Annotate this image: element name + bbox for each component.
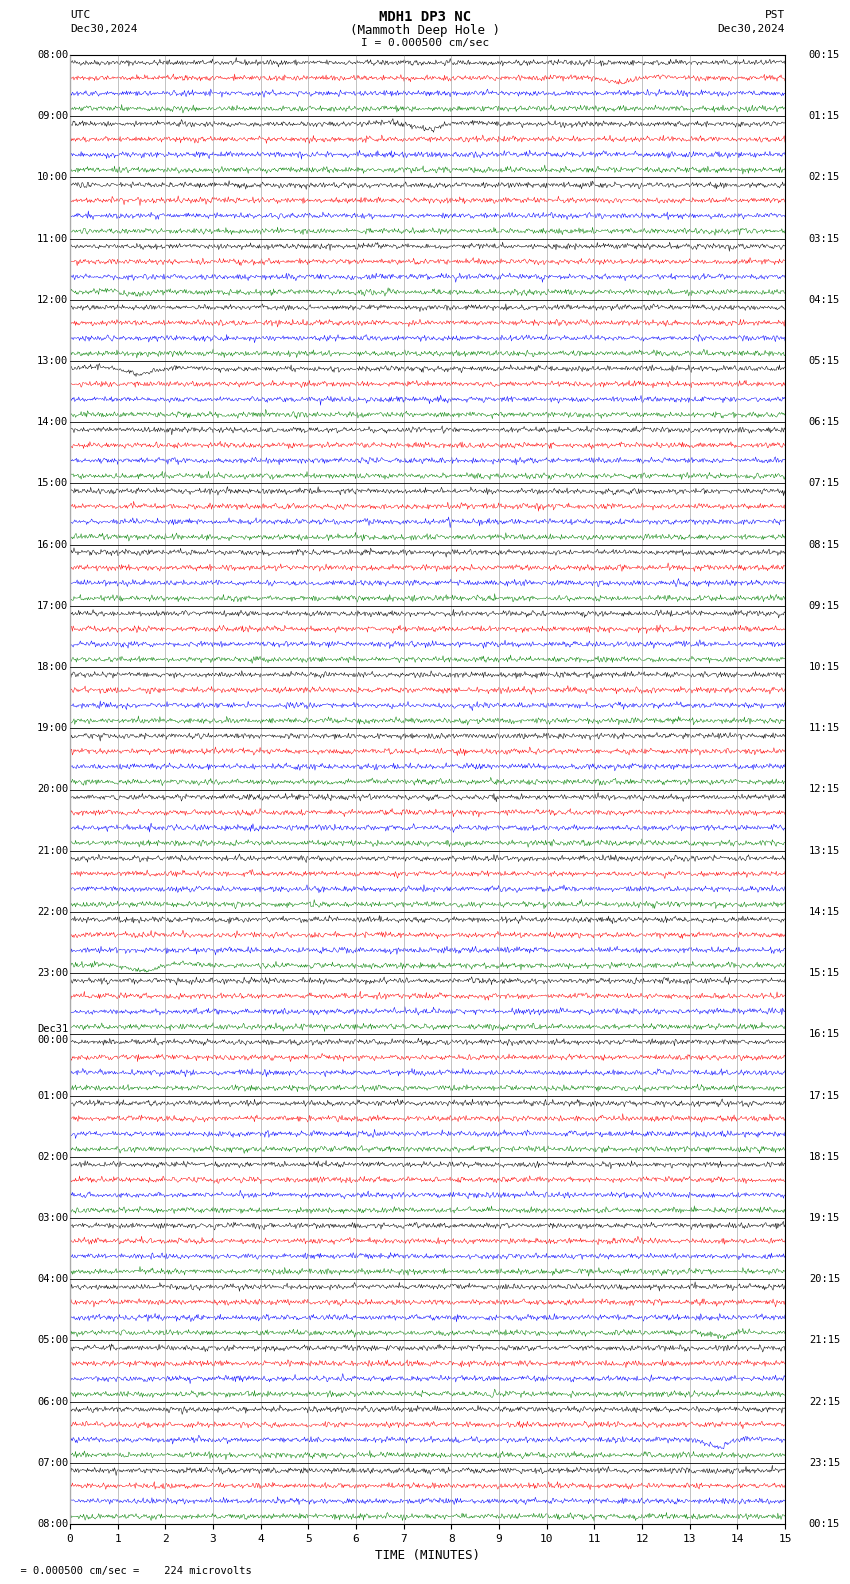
Text: 12:15: 12:15 xyxy=(809,784,840,795)
Text: 11:15: 11:15 xyxy=(809,724,840,733)
Text: 20:00: 20:00 xyxy=(37,784,68,795)
Text: 03:15: 03:15 xyxy=(809,233,840,244)
Text: MDH1 DP3 NC: MDH1 DP3 NC xyxy=(379,10,471,24)
Text: 05:15: 05:15 xyxy=(809,356,840,366)
Text: Dec30,2024: Dec30,2024 xyxy=(70,24,138,33)
Text: 09:00: 09:00 xyxy=(37,111,68,122)
Text: 17:00: 17:00 xyxy=(37,600,68,611)
Text: Dec31
00:00: Dec31 00:00 xyxy=(37,1023,68,1045)
Text: 07:15: 07:15 xyxy=(809,478,840,488)
Text: 22:15: 22:15 xyxy=(809,1397,840,1407)
Text: 19:15: 19:15 xyxy=(809,1213,840,1223)
Text: 06:00: 06:00 xyxy=(37,1397,68,1407)
Text: Dec30,2024: Dec30,2024 xyxy=(717,24,785,33)
Text: 02:00: 02:00 xyxy=(37,1152,68,1161)
Text: 16:15: 16:15 xyxy=(809,1030,840,1039)
Text: 01:15: 01:15 xyxy=(809,111,840,122)
Text: 03:00: 03:00 xyxy=(37,1213,68,1223)
Text: 21:15: 21:15 xyxy=(809,1335,840,1345)
Text: 08:15: 08:15 xyxy=(809,540,840,550)
Text: 21:00: 21:00 xyxy=(37,846,68,855)
Text: 06:15: 06:15 xyxy=(809,417,840,428)
Text: 08:00: 08:00 xyxy=(37,1519,68,1529)
Text: 13:15: 13:15 xyxy=(809,846,840,855)
Text: 20:15: 20:15 xyxy=(809,1274,840,1285)
Text: 09:15: 09:15 xyxy=(809,600,840,611)
Text: 02:15: 02:15 xyxy=(809,173,840,182)
Text: 23:00: 23:00 xyxy=(37,968,68,979)
Text: 10:00: 10:00 xyxy=(37,173,68,182)
Text: 04:00: 04:00 xyxy=(37,1274,68,1285)
Text: 14:15: 14:15 xyxy=(809,908,840,917)
Text: 10:15: 10:15 xyxy=(809,662,840,672)
Text: 22:00: 22:00 xyxy=(37,908,68,917)
Text: (Mammoth Deep Hole ): (Mammoth Deep Hole ) xyxy=(350,24,500,36)
Text: 08:00: 08:00 xyxy=(37,51,68,60)
Text: 17:15: 17:15 xyxy=(809,1090,840,1101)
X-axis label: TIME (MINUTES): TIME (MINUTES) xyxy=(375,1549,480,1562)
Text: 11:00: 11:00 xyxy=(37,233,68,244)
Text: 05:00: 05:00 xyxy=(37,1335,68,1345)
Text: 15:00: 15:00 xyxy=(37,478,68,488)
Text: 12:00: 12:00 xyxy=(37,295,68,304)
Text: 04:15: 04:15 xyxy=(809,295,840,304)
Text: 15:15: 15:15 xyxy=(809,968,840,979)
Text: 23:15: 23:15 xyxy=(809,1457,840,1468)
Text: 18:00: 18:00 xyxy=(37,662,68,672)
Text: 01:00: 01:00 xyxy=(37,1090,68,1101)
Text: 18:15: 18:15 xyxy=(809,1152,840,1161)
Text: 13:00: 13:00 xyxy=(37,356,68,366)
Text: I = 0.000500 cm/sec: I = 0.000500 cm/sec xyxy=(361,38,489,48)
Text: PST: PST xyxy=(765,10,785,21)
Text: = 0.000500 cm/sec =    224 microvolts: = 0.000500 cm/sec = 224 microvolts xyxy=(8,1567,252,1576)
Text: 00:15: 00:15 xyxy=(809,51,840,60)
Text: 07:00: 07:00 xyxy=(37,1457,68,1468)
Text: 16:00: 16:00 xyxy=(37,540,68,550)
Text: 19:00: 19:00 xyxy=(37,724,68,733)
Text: 14:00: 14:00 xyxy=(37,417,68,428)
Text: UTC: UTC xyxy=(70,10,90,21)
Text: 00:15: 00:15 xyxy=(809,1519,840,1529)
